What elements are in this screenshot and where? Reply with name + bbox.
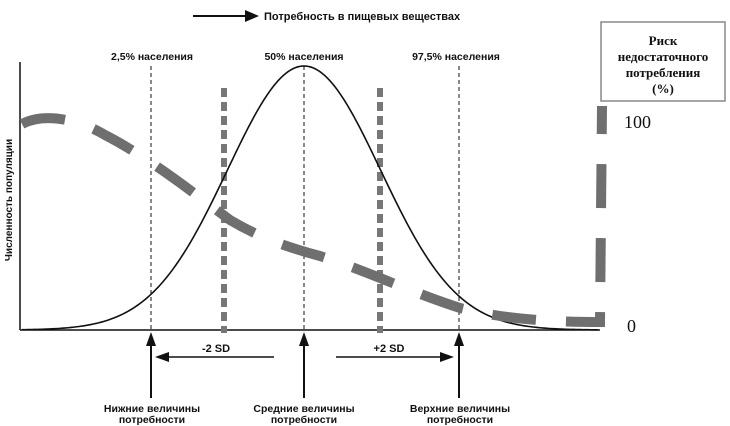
risk-title-line-2: недостаточного [618, 49, 708, 64]
lower-arrow-head [146, 332, 156, 346]
percentile-label-2-5: 2,5% населения [111, 51, 193, 63]
legend-arrow-head [245, 10, 259, 22]
risk-title-line-3: потребления [626, 65, 701, 80]
lower-requirement-label-line-1: Нижние величины [104, 403, 200, 415]
lower-requirement-arrow [146, 332, 156, 398]
sd-plus-label: +2 SD [374, 343, 405, 355]
risk-tick-100: 100 [624, 112, 651, 132]
lower-requirement-label-line-2: потребности [119, 414, 185, 426]
risk-box: Риск недостаточного потребления (%) [600, 21, 726, 102]
sd-minus-label: -2 SD [202, 343, 230, 355]
sd-minus-arrow-head [155, 352, 169, 362]
y-axis-label: Численность популяции [4, 139, 15, 261]
sd-plus-arrow-head [440, 352, 454, 362]
upper-arrow-head [454, 332, 464, 346]
mean-requirement-arrow [299, 332, 309, 398]
sd-plus-arrow: +2 SD [336, 343, 454, 362]
legend: Потребность в пищевых веществах [193, 10, 461, 23]
legend-label: Потребность в пищевых веществах [264, 11, 461, 23]
risk-box-frame [600, 21, 726, 102]
mean-requirement-label-line-2: потребности [271, 414, 337, 426]
population-distribution-curve [21, 65, 599, 331]
risk-title-line-4: (%) [652, 81, 674, 96]
risk-title-line-1: Риск [649, 33, 678, 48]
upper-requirement-label-line-2: потребности [427, 414, 493, 426]
risk-of-inadequate-intake-curve [19, 105, 607, 328]
mean-arrow-head [299, 332, 309, 346]
upper-requirement-label-line-1: Верхние величины [410, 403, 510, 415]
percentile-label-50: 50% населения [264, 51, 343, 63]
percentile-label-97-5: 97,5% населения [412, 51, 500, 63]
risk-tick-0: 0 [627, 316, 636, 336]
mean-requirement-label-line-1: Средние величины [253, 403, 354, 415]
upper-requirement-arrow [454, 332, 464, 398]
sd-minus-arrow: -2 SD [155, 343, 274, 362]
